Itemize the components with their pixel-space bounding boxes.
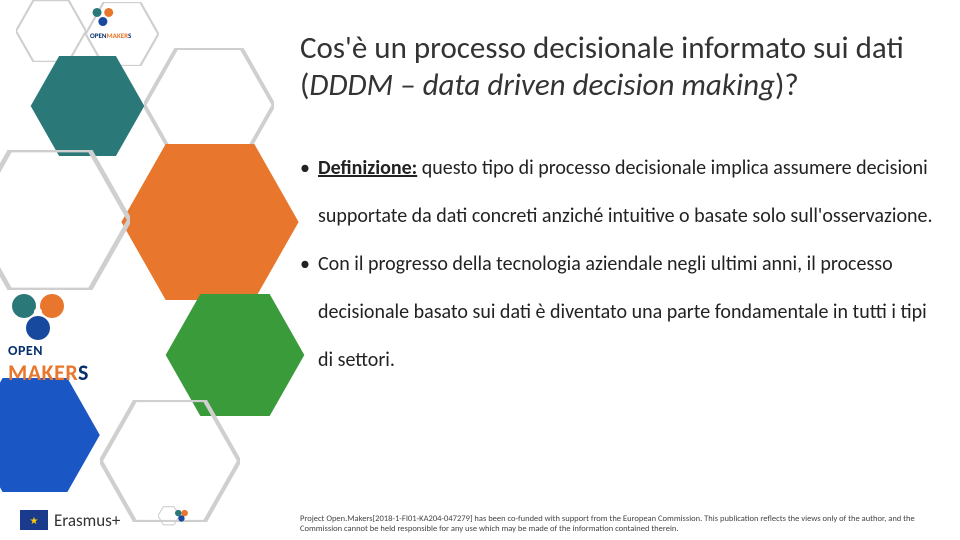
disclaimer-text: Project Open.Makers[2018-1-FI01-KA204-04… — [300, 514, 940, 534]
logo-text-rest: S — [78, 359, 89, 386]
eu-flag-icon: ★ — [20, 510, 48, 530]
hex-teal — [30, 56, 145, 156]
hex-outline — [100, 400, 240, 522]
list-item: Con il progresso della tecnologia aziend… — [300, 240, 940, 384]
logo-small-top: OPENMAKERS — [90, 6, 150, 40]
slide-title: Cos'è un processo decisionale informato … — [300, 30, 940, 104]
hex-outline — [16, 0, 86, 62]
erasmus-logo: ★ Erasmus+ — [20, 510, 120, 531]
logo-small-footer — [158, 506, 190, 534]
logo-text: MAKER — [107, 31, 128, 40]
hex-decor — [0, 0, 280, 540]
bullet-list: Definizione: questo tipo di processo dec… — [300, 144, 940, 384]
title-after: )? — [775, 66, 799, 104]
list-item: Definizione: questo tipo di processo dec… — [300, 144, 940, 240]
erasmus-text: Erasmus+ — [54, 510, 120, 531]
hex-orange — [120, 144, 300, 300]
logo-mark-icon — [90, 6, 130, 28]
hex-outline — [0, 150, 130, 290]
logo-text: S — [128, 31, 131, 40]
logo-text-line2: MAKERS — [8, 359, 208, 386]
hex-blue — [0, 378, 100, 492]
logo-large: OPEN MAKERS — [8, 290, 208, 386]
logo-text-orange: MAKER — [8, 359, 78, 386]
title-italic: DDDM – data driven decision making — [309, 66, 775, 104]
bullet-text: Con il progresso della tecnologia aziend… — [318, 252, 927, 372]
main-content: Cos'è un processo decisionale informato … — [300, 30, 940, 384]
bullet-label: Definizione: — [318, 156, 417, 180]
logo-mark-icon — [8, 290, 68, 340]
logo-text: OPEN — [90, 31, 107, 40]
